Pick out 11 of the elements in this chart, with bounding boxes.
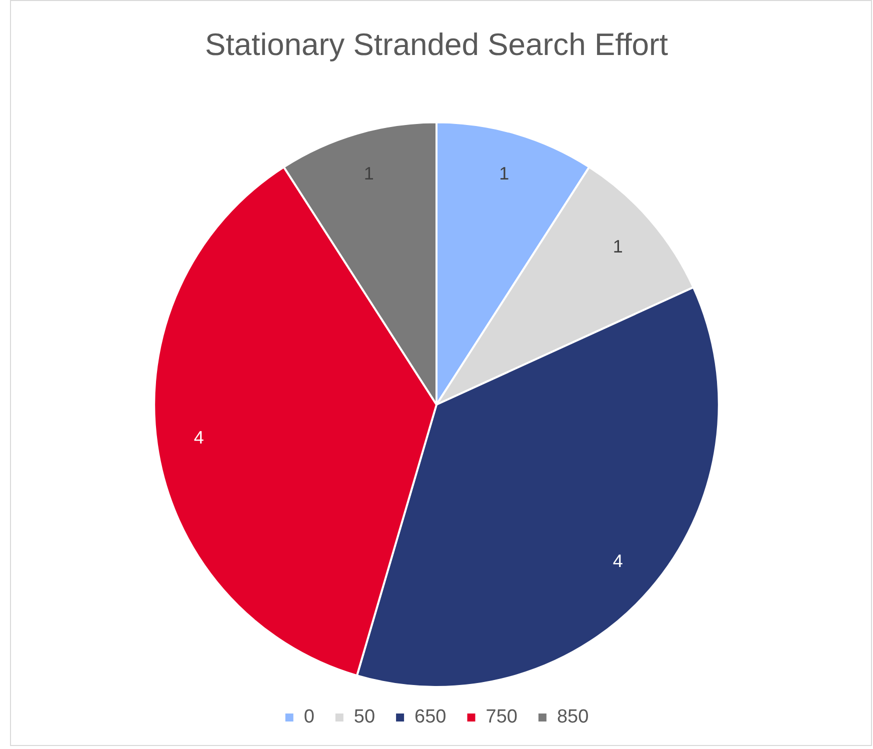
legend-label: 50 <box>354 706 376 728</box>
chart-title: Stationary Stranded Search Effort <box>205 27 668 62</box>
legend-label: 750 <box>486 706 518 728</box>
legend-label: 850 <box>556 706 589 728</box>
legend-label: 0 <box>304 706 314 728</box>
data-label: 4 <box>612 550 623 571</box>
data-label: 4 <box>194 428 204 448</box>
data-label: 1 <box>499 163 510 184</box>
data-label: 1 <box>364 163 374 184</box>
legend-label: 650 <box>414 706 446 728</box>
data-label: 1 <box>612 236 623 256</box>
